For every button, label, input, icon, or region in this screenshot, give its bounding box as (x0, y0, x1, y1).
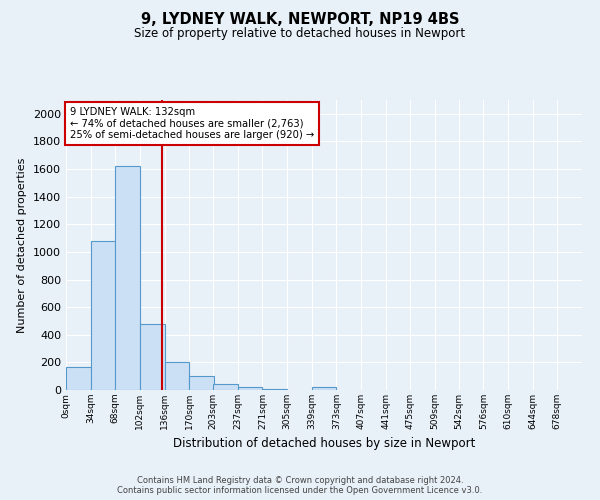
Bar (91, 241, 115, 390)
Bar (311, 387, 337, 390)
Y-axis label: Number of detached properties: Number of detached properties (17, 158, 28, 332)
Text: 9, LYDNEY WALK, NEWPORT, NP19 4BS: 9, LYDNEY WALK, NEWPORT, NP19 4BS (141, 12, 459, 28)
X-axis label: Distribution of detached houses by size in Newport: Distribution of detached houses by size … (173, 438, 475, 450)
Bar (66, 366, 91, 390)
Bar (115, 166, 140, 390)
Bar (189, 376, 214, 390)
Text: Contains public sector information licensed under the Open Government Licence v3: Contains public sector information licen… (118, 486, 482, 495)
Bar (164, 362, 189, 390)
Text: Size of property relative to detached houses in Newport: Size of property relative to detached ho… (134, 28, 466, 40)
Bar (140, 324, 164, 390)
Bar (262, 388, 287, 390)
Text: 9 LYDNEY WALK: 132sqm
← 74% of detached houses are smaller (2,763)
25% of semi-d: 9 LYDNEY WALK: 132sqm ← 74% of detached … (70, 107, 314, 140)
Text: Contains HM Land Registry data © Crown copyright and database right 2024.: Contains HM Land Registry data © Crown c… (137, 476, 463, 485)
Bar (238, 387, 262, 390)
Bar (213, 384, 238, 390)
